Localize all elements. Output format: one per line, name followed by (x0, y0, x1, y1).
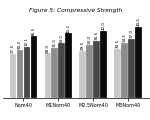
Text: 37.0: 37.0 (130, 29, 134, 38)
Bar (65, 33, 72, 98)
Bar (51, 48, 58, 98)
Text: 32.1: 32.1 (25, 37, 29, 46)
Text: 33.0: 33.0 (88, 35, 92, 44)
Bar (58, 43, 65, 98)
Text: 35.5: 35.5 (95, 31, 99, 40)
Bar (17, 50, 23, 98)
Bar (128, 39, 135, 98)
Bar (24, 47, 30, 98)
Bar (79, 51, 86, 98)
Text: 30.5: 30.5 (116, 39, 120, 48)
Bar (45, 53, 51, 98)
Bar (121, 43, 128, 98)
Bar (31, 36, 37, 98)
Text: 34.5: 34.5 (123, 33, 127, 42)
Bar (10, 54, 16, 98)
Bar (100, 31, 107, 98)
Bar (93, 41, 100, 98)
Text: 44.5: 44.5 (136, 17, 141, 26)
Text: 42.0: 42.0 (102, 21, 106, 30)
Bar (135, 27, 142, 98)
Text: 40.2: 40.2 (67, 24, 71, 33)
Text: 27.5: 27.5 (11, 44, 15, 53)
Text: 38.5: 38.5 (32, 26, 36, 36)
Bar (114, 49, 121, 98)
Text: 28.0: 28.0 (46, 43, 50, 53)
Text: 30.2: 30.2 (18, 40, 22, 49)
Text: 34.0: 34.0 (60, 34, 64, 43)
Text: 31.5: 31.5 (53, 38, 57, 47)
Bar (86, 45, 93, 98)
Text: 29.5: 29.5 (81, 41, 85, 50)
Title: Figure 5: Compressive Strength: Figure 5: Compressive Strength (29, 8, 122, 13)
